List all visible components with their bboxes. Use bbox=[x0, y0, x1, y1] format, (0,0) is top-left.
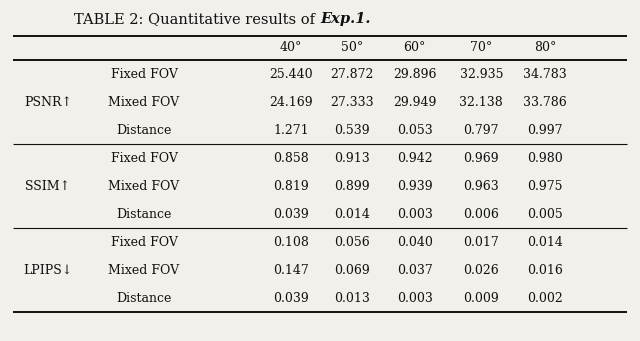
Text: 24.169: 24.169 bbox=[269, 96, 313, 109]
Text: 0.003: 0.003 bbox=[397, 208, 433, 221]
Text: 34.783: 34.783 bbox=[524, 68, 567, 81]
Text: 0.014: 0.014 bbox=[334, 208, 370, 221]
Text: 0.040: 0.040 bbox=[397, 236, 433, 249]
Text: 29.949: 29.949 bbox=[393, 96, 436, 109]
Text: LPIPS↓: LPIPS↓ bbox=[24, 264, 72, 277]
Text: 0.942: 0.942 bbox=[397, 152, 433, 165]
Text: 0.005: 0.005 bbox=[527, 208, 563, 221]
Text: 70°: 70° bbox=[470, 41, 492, 54]
Text: Mixed FOV: Mixed FOV bbox=[108, 180, 180, 193]
Text: 1.271: 1.271 bbox=[273, 124, 309, 137]
Text: 0.013: 0.013 bbox=[334, 292, 370, 305]
Text: 0.039: 0.039 bbox=[273, 208, 309, 221]
Text: 0.002: 0.002 bbox=[527, 292, 563, 305]
Text: 32.935: 32.935 bbox=[460, 68, 503, 81]
Text: 0.026: 0.026 bbox=[463, 264, 499, 277]
Text: 0.969: 0.969 bbox=[463, 152, 499, 165]
Text: 60°: 60° bbox=[404, 41, 426, 54]
Text: Fixed FOV: Fixed FOV bbox=[111, 152, 177, 165]
Text: 0.056: 0.056 bbox=[334, 236, 370, 249]
Text: Distance: Distance bbox=[116, 292, 172, 305]
Text: 0.016: 0.016 bbox=[527, 264, 563, 277]
Text: 0.108: 0.108 bbox=[273, 236, 309, 249]
Text: SSIM↑: SSIM↑ bbox=[26, 180, 70, 193]
Text: 0.858: 0.858 bbox=[273, 152, 309, 165]
Text: 0.017: 0.017 bbox=[463, 236, 499, 249]
Text: Fixed FOV: Fixed FOV bbox=[111, 236, 177, 249]
Text: PSNR↑: PSNR↑ bbox=[24, 96, 72, 109]
Text: 0.913: 0.913 bbox=[334, 152, 370, 165]
Text: 0.069: 0.069 bbox=[334, 264, 370, 277]
Text: 0.980: 0.980 bbox=[527, 152, 563, 165]
Text: 0.539: 0.539 bbox=[334, 124, 370, 137]
Text: 50°: 50° bbox=[341, 41, 363, 54]
Text: 27.872: 27.872 bbox=[330, 68, 374, 81]
Text: 0.006: 0.006 bbox=[463, 208, 499, 221]
Text: TABLE 2: Quantitative results of: TABLE 2: Quantitative results of bbox=[74, 12, 320, 26]
Text: 0.997: 0.997 bbox=[527, 124, 563, 137]
Text: 0.053: 0.053 bbox=[397, 124, 433, 137]
Text: 0.963: 0.963 bbox=[463, 180, 499, 193]
Text: Fixed FOV: Fixed FOV bbox=[111, 68, 177, 81]
Text: 0.975: 0.975 bbox=[527, 180, 563, 193]
Text: Distance: Distance bbox=[116, 208, 172, 221]
Text: 29.896: 29.896 bbox=[393, 68, 436, 81]
Text: 0.009: 0.009 bbox=[463, 292, 499, 305]
Text: 0.014: 0.014 bbox=[527, 236, 563, 249]
Text: 27.333: 27.333 bbox=[330, 96, 374, 109]
Text: 0.899: 0.899 bbox=[334, 180, 370, 193]
Text: 33.786: 33.786 bbox=[524, 96, 567, 109]
Text: 0.819: 0.819 bbox=[273, 180, 309, 193]
Text: 0.147: 0.147 bbox=[273, 264, 309, 277]
Text: Distance: Distance bbox=[116, 124, 172, 137]
Text: 0.037: 0.037 bbox=[397, 264, 433, 277]
Text: 0.003: 0.003 bbox=[397, 292, 433, 305]
Text: 32.138: 32.138 bbox=[460, 96, 503, 109]
Text: 40°: 40° bbox=[280, 41, 302, 54]
Text: 0.797: 0.797 bbox=[463, 124, 499, 137]
Text: 0.939: 0.939 bbox=[397, 180, 433, 193]
Text: Mixed FOV: Mixed FOV bbox=[108, 96, 180, 109]
Text: Exp.1.: Exp.1. bbox=[320, 12, 371, 26]
Text: Mixed FOV: Mixed FOV bbox=[108, 264, 180, 277]
Text: 25.440: 25.440 bbox=[269, 68, 313, 81]
Text: 0.039: 0.039 bbox=[273, 292, 309, 305]
Text: 80°: 80° bbox=[534, 41, 556, 54]
